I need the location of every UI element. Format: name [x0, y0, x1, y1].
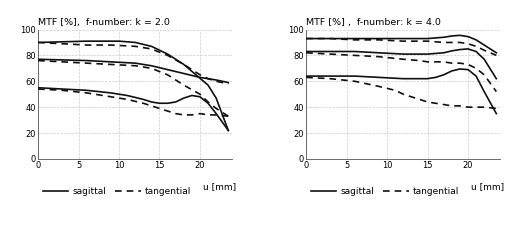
Legend: sagittal, tangential: sagittal, tangential: [311, 187, 460, 196]
Text: u [mm]: u [mm]: [471, 182, 504, 191]
Text: MTF [%],  f-number: k = 2.0: MTF [%], f-number: k = 2.0: [38, 18, 170, 27]
Text: MTF [%] ,  f-number: k = 4.0: MTF [%] , f-number: k = 4.0: [306, 18, 441, 27]
Text: u [mm]: u [mm]: [203, 182, 236, 191]
Legend: sagittal, tangential: sagittal, tangential: [43, 187, 192, 196]
